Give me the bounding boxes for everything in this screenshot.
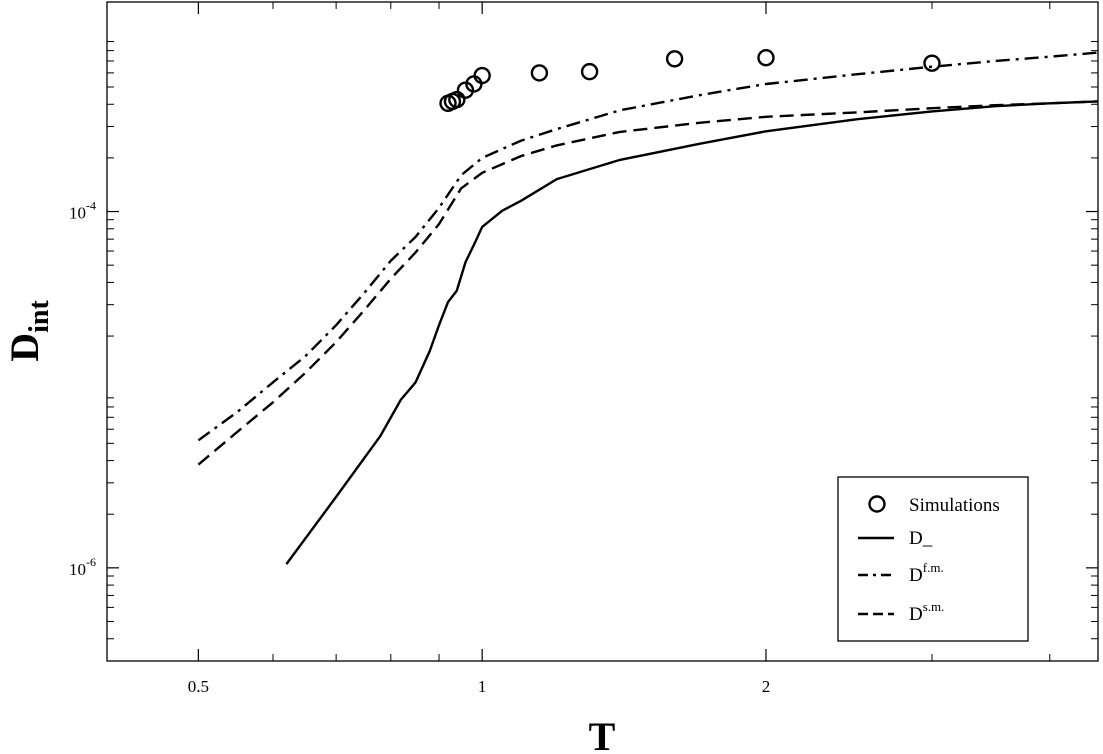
simulation-point (530, 64, 549, 82)
simulation-point (580, 62, 599, 81)
y-tick-label-exp: -4 (86, 199, 96, 213)
y-axis-title: Dint (2, 300, 55, 362)
y-tick-label-exp: -6 (86, 555, 96, 569)
legend-label-1: D_ (909, 528, 933, 549)
y-tick-label-base: 10 (69, 560, 86, 579)
simulation-point (665, 50, 684, 68)
legend-label-0: Simulations (909, 495, 1000, 516)
legend-label-3: Ds.m. (909, 599, 944, 625)
simulation-point (473, 66, 491, 85)
legend-label-sup: f.m. (923, 560, 944, 575)
legend-label-base: D (909, 528, 923, 549)
legend-label-2: Df.m. (909, 560, 944, 586)
y-axis-title-main: D (2, 333, 47, 362)
axis-ticks: 0.5 1 210-410-6 (69, 2, 1098, 696)
simulation-point (448, 90, 466, 109)
x-tick-label-2: 2 (762, 677, 771, 696)
legend-label-sub: _ (922, 528, 933, 549)
plot-area-frame (106, 1, 1099, 662)
simulation-point (757, 49, 775, 67)
simulation-point (923, 54, 941, 72)
legend-label-base: D (909, 604, 923, 625)
y-tick-label-base: 10 (69, 204, 86, 223)
x-tick-label-0: 0.5 (188, 677, 209, 696)
series-line-3 (197, 100, 1099, 466)
series-layer (197, 49, 1099, 565)
series-line-2 (197, 51, 1099, 442)
legend-label-base: D (909, 565, 923, 586)
legend-label-sup: s.m. (923, 599, 945, 614)
series-line-1 (285, 100, 1099, 565)
x-axis-title: T (589, 714, 616, 754)
y-tick-label-1: 10-6 (69, 555, 96, 579)
y-tick-label-0: 10-4 (69, 199, 96, 223)
legend-marker-simulations (868, 495, 886, 513)
y-axis-title-sub: int (24, 300, 55, 333)
x-tick-label-1: 1 (478, 677, 487, 696)
